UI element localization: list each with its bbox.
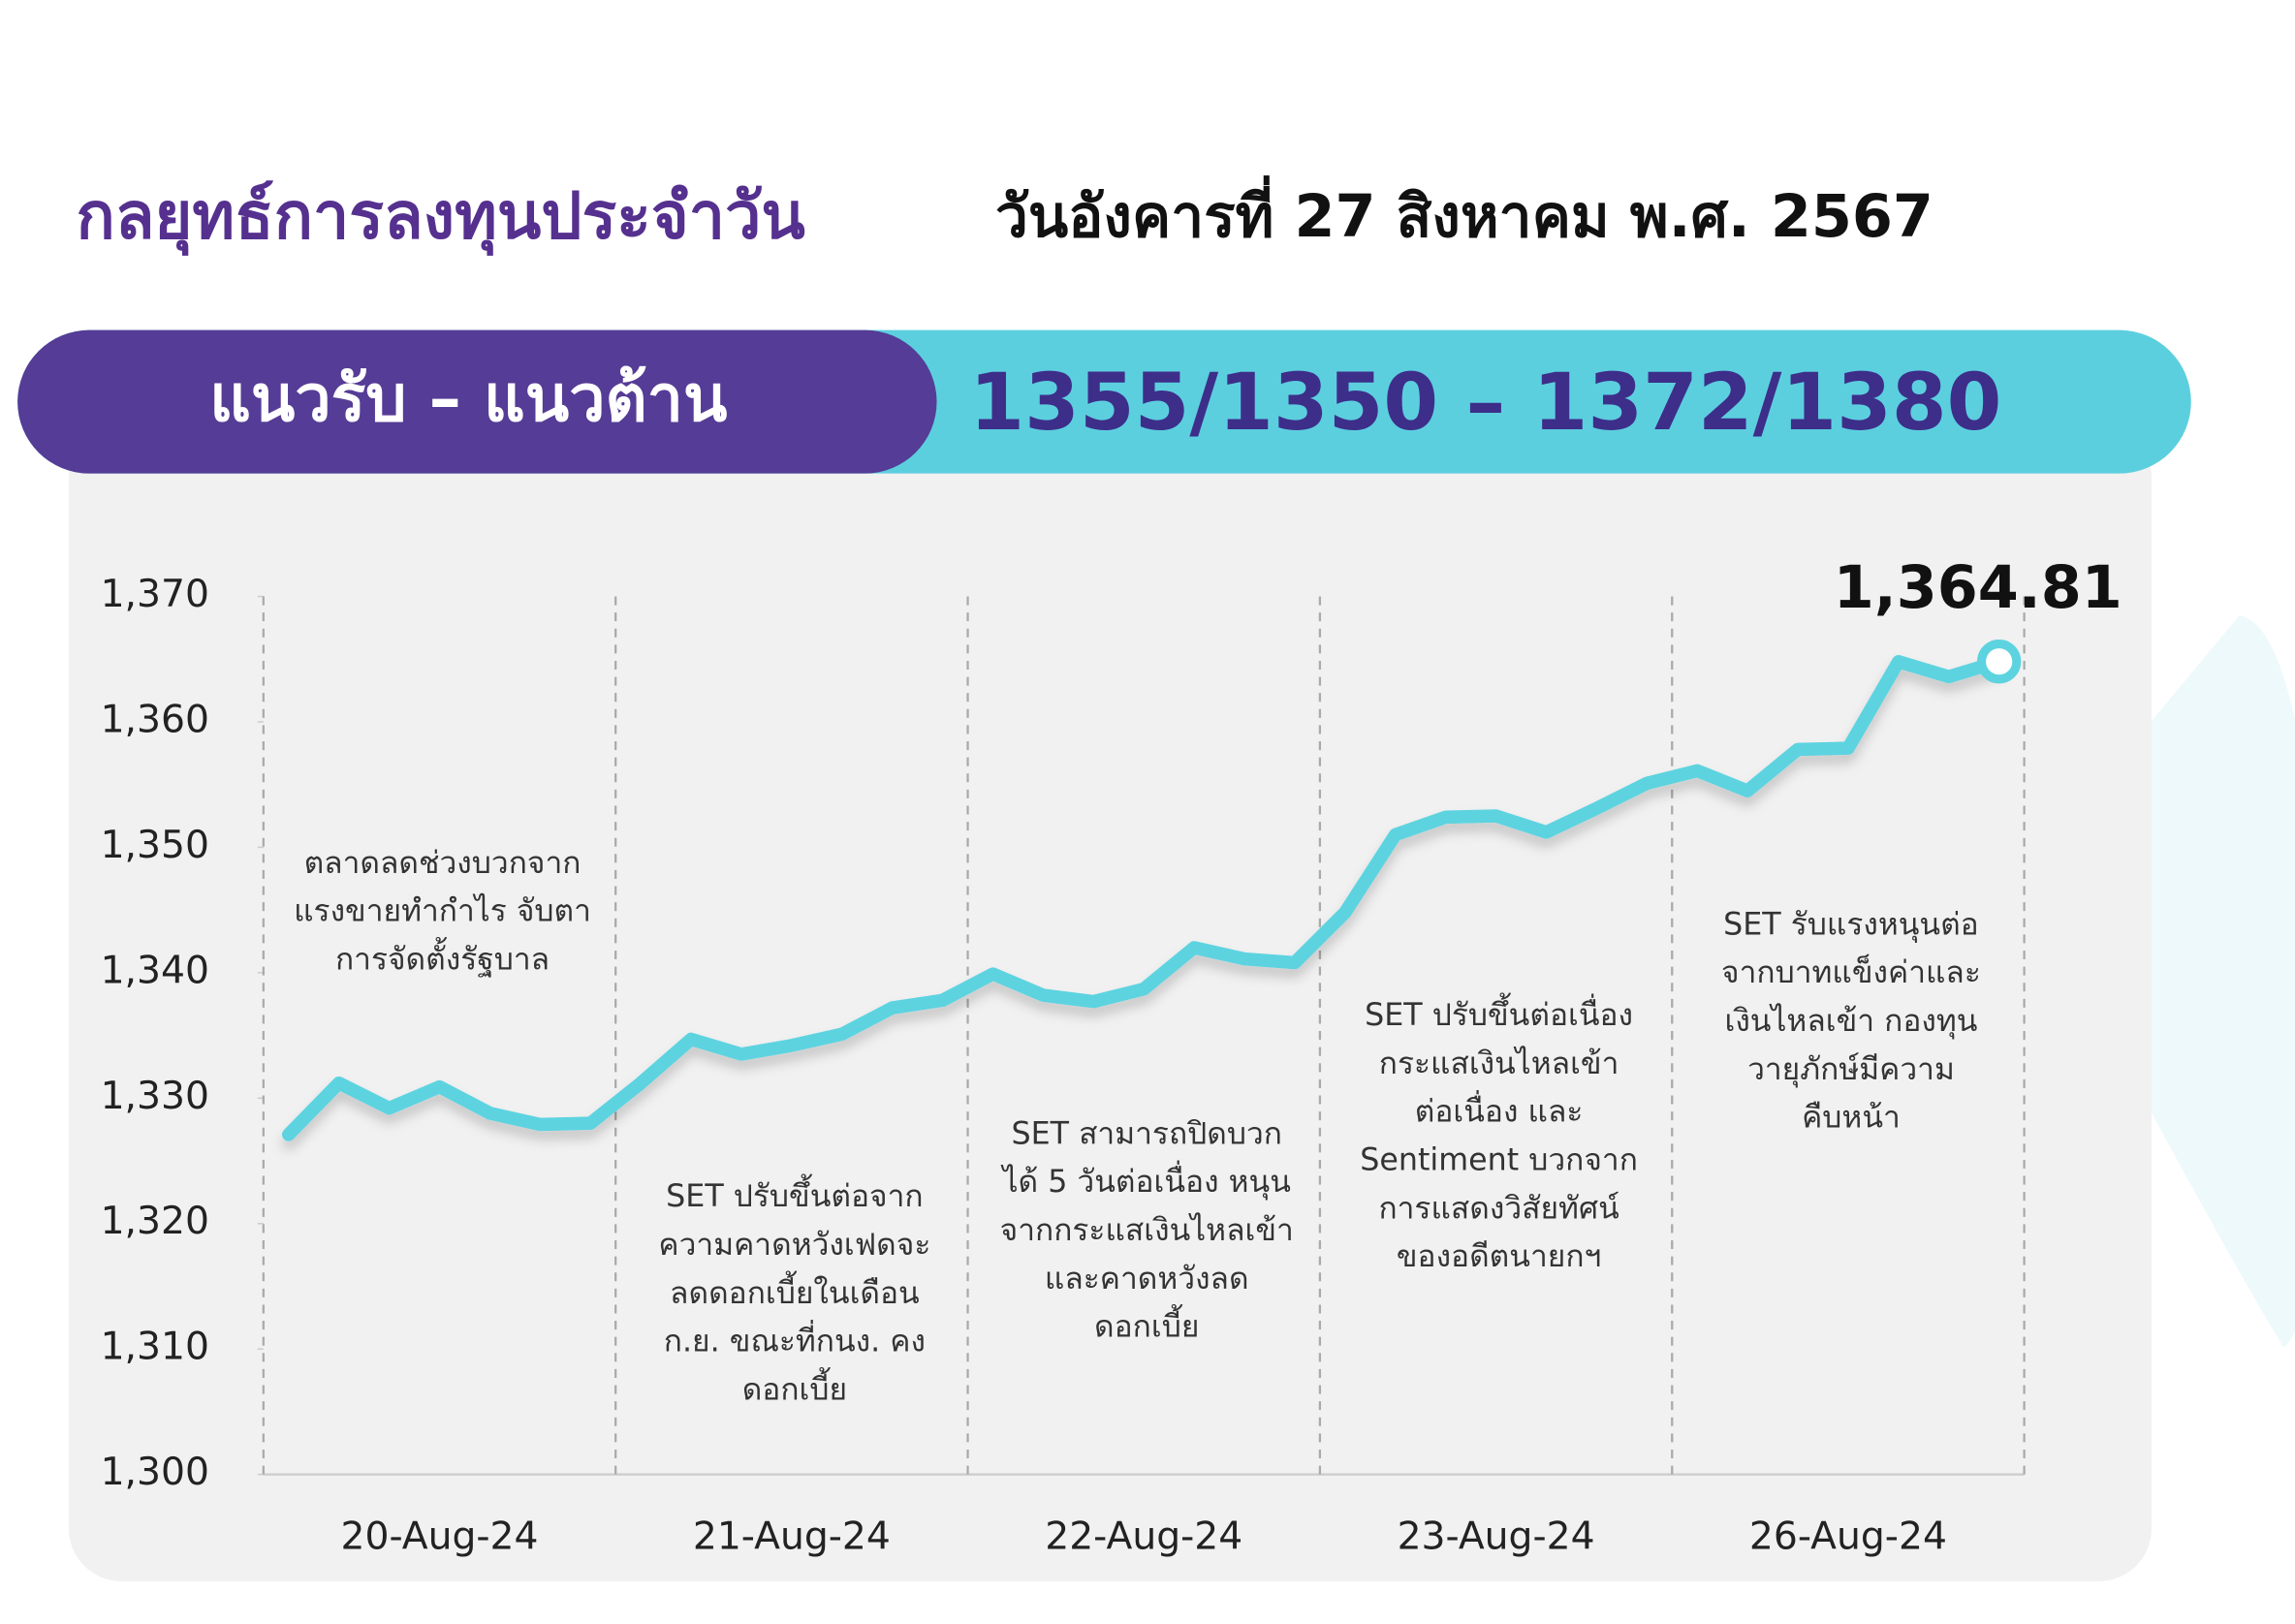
y-tick-label: 1,330 — [101, 1075, 209, 1118]
annotation: จากกระแสเงินไหลเข้า — [1000, 1212, 1294, 1248]
last-point — [1977, 640, 2022, 684]
x-tick-label: 21-Aug-24 — [693, 1515, 891, 1559]
annotation: ดอกเบี้ย — [742, 1367, 847, 1408]
y-tick-label: 1,310 — [101, 1326, 209, 1369]
date: วันอังคารที่ 27 สิงหาคม พ.ศ. 2567 — [995, 175, 1933, 251]
annotation: ของอดีตนายกฯ — [1397, 1239, 1601, 1274]
annotation: กระแสเงินไหลเข้า — [1379, 1046, 1619, 1081]
y-tick-label: 1,360 — [101, 698, 209, 741]
page-title: กลยุทธ์การลงทุนประจำวัน — [77, 177, 805, 256]
annotation: คืบหน้า — [1802, 1101, 1901, 1136]
banner-value: 1355/1350 – 1372/1380 — [969, 357, 2001, 449]
annotation: SET ปรับขึ้นต่อจาก — [666, 1173, 923, 1214]
y-tick-label: 1,300 — [101, 1451, 209, 1494]
annotation: ลดดอกเบี้ยในเดือน — [670, 1270, 920, 1311]
annotation: Sentiment บวกจาก — [1360, 1142, 1638, 1177]
annotation: SET ปรับขึ้นต่อเนื่อง — [1365, 992, 1633, 1033]
annotation: เงินไหลเข้า กองทุน — [1724, 1003, 1977, 1040]
annotation: ตลาดลดช่วงบวกจาก — [304, 846, 582, 881]
x-tick-label: 22-Aug-24 — [1045, 1515, 1242, 1559]
y-tick-label: 1,370 — [101, 573, 209, 616]
y-tick-label: 1,350 — [101, 824, 209, 867]
series-line — [281, 654, 2006, 1141]
last-value-label: 1,364.81 — [1834, 554, 2122, 622]
annotation: SET รับแรงหนุนต่อ — [1723, 907, 1979, 943]
annotation: แรงขายทำกำไร จับตา — [294, 893, 591, 929]
annotation: ดอกเบี้ย — [1094, 1304, 1199, 1345]
annotation: ต่อเนื่อง และ — [1415, 1090, 1584, 1130]
x-tick-label: 26-Aug-24 — [1749, 1515, 1947, 1559]
annotation: จากบาทแข็งค่าและ — [1721, 953, 1981, 990]
y-tick-label: 1,320 — [101, 1200, 209, 1243]
annotation: การจัดตั้งรัฐบาล — [335, 937, 550, 979]
x-tick-label: 20-Aug-24 — [341, 1515, 539, 1559]
annotation: ได้ 5 วันต่อเนื่อง หนุน — [1000, 1160, 1291, 1201]
banner-label: แนวรับ – แนวต้าน — [209, 360, 727, 436]
annotation: วายุภักษ์มีความ — [1747, 1052, 1955, 1088]
banner-label-bg — [17, 329, 937, 474]
x-tick-label: 23-Aug-24 — [1398, 1515, 1595, 1559]
annotation: SET สามารถปิดบวก — [1011, 1116, 1282, 1151]
annotation: ความคาดหวังเฟดจะ — [658, 1228, 930, 1263]
annotation: และคาดหวังลด — [1045, 1262, 1249, 1296]
annotation: การแสดงวิสัยทัศน์ — [1378, 1191, 1619, 1226]
annotation: ก.ย. ขณะที่กนง. คง — [664, 1320, 926, 1359]
y-tick-label: 1,340 — [101, 949, 209, 992]
